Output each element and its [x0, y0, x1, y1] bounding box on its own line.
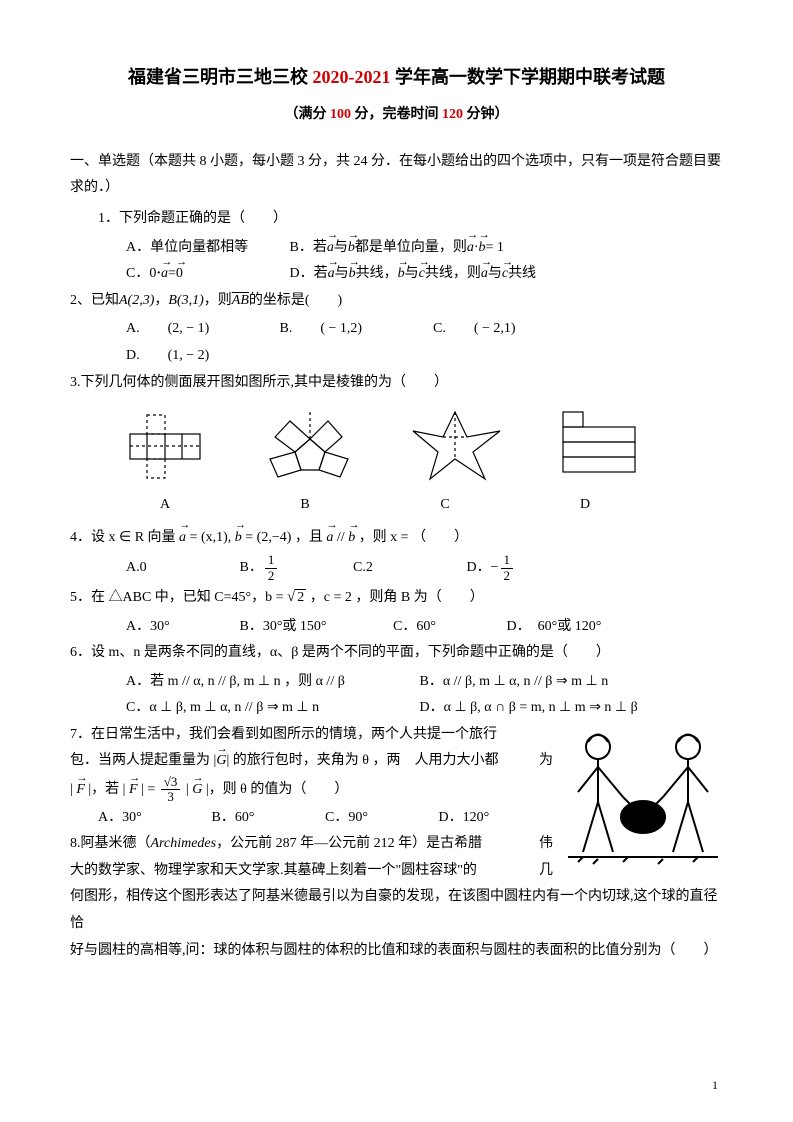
q6-A: A．若 m // α, n // β, m ⊥ n ，则 α // β — [126, 669, 416, 696]
q2-C: C. ( − 2,1) — [433, 316, 583, 343]
q7-D: D．120° — [439, 805, 549, 832]
q5-C: C．60° — [393, 614, 503, 641]
q3-A-label: A — [120, 492, 210, 519]
q4-D: D．−12 — [467, 553, 577, 583]
section-header: 一、单选题（本题共 8 小题，每小题 3 分，共 24 分．在每小题给出的四个选… — [70, 149, 723, 202]
page-title: 福建省三明市三地三校 2020-2021 学年高一数学下学期期中联考试题 — [70, 60, 723, 94]
q7-B: B．60° — [212, 805, 322, 832]
sub-p3: 分钟） — [463, 107, 509, 122]
sub-p1: （满分 — [285, 107, 331, 122]
q5-B: B．30°或 150° — [240, 614, 390, 641]
q1-D: D．若 a 与 b 共线，b 与 c 共线，则 a 与 c 共线 — [290, 261, 537, 288]
q3-B-label: B — [260, 492, 350, 519]
q8-l4: 好与圆柱的高相等,问：球的体积与圆柱的体积的比值和球的表面积与圆柱的表面积的比值… — [70, 938, 723, 965]
q6-stem: 6．设 m、n 是两条不同的直线，α、β 是两个不同的平面，下列命题中正确的是（… — [70, 640, 723, 667]
q3-shapes — [120, 406, 723, 486]
q1-stem: 1．下列命题正确的是（ ） — [98, 206, 723, 233]
vec-F-icon: F — [76, 777, 85, 804]
vec-G-icon: G — [216, 748, 226, 775]
q7-C: C．90° — [325, 805, 435, 832]
q4-stem: 4．设 x ∈ R 向量 a = (x,1), b = (2,−4) ，且 a … — [70, 525, 723, 552]
q4-C: C.2 — [353, 555, 463, 582]
title-red1: 2020-2021 — [313, 67, 391, 87]
q4-opts: A.0 B．12 C.2 D．−12 — [126, 553, 723, 583]
title-p2: 学年高一数学下学期期中联考试题 — [391, 67, 666, 87]
q6-D: D．α ⊥ β, α ∩ β = m, n ⊥ m ⇒ n ⊥ β — [420, 695, 638, 722]
q2-D: D. (1, − 2) — [126, 343, 276, 370]
q3-labels: A B C D — [120, 492, 723, 519]
q2-stem: 2、已知A(2,3)，B(3,1)，则AB的坐标是( ) — [70, 288, 723, 315]
title-p1: 福建省三明市三地三校 — [128, 67, 313, 87]
q2-A: A. (2, − 1) — [126, 316, 276, 343]
vec-AB-icon: AB — [232, 293, 249, 308]
q6-row2: C．α ⊥ β, m ⊥ α, n // β ⇒ m ⊥ n D．α ⊥ β, … — [126, 695, 723, 722]
q7-block: 7．在日常生活中，我们会看到如图所示的情境，两个人共提一个旅行 包．当两人提起重… — [70, 722, 723, 885]
q1-C: C．0·a = 0 — [126, 261, 286, 288]
q6-row1: A．若 m // α, n // β, m ⊥ n ，则 α // β B．α … — [126, 669, 723, 696]
sub-red1: 100 — [330, 107, 351, 122]
q2-opts: A. (2, − 1) B. ( − 1,2) C. ( − 2,1) D. (… — [126, 316, 723, 369]
q4-B: B．12 — [240, 553, 350, 583]
q1-A: A．单位向量都相等 — [126, 235, 286, 262]
q3-C-label: C — [400, 492, 490, 519]
vec-zero-icon: 0 — [176, 261, 183, 288]
q3-stem: 3.下列几何体的侧面展开图如图所示,其中是棱锥的为（ ） — [70, 370, 723, 397]
q5-stem: 5．在 △ABC 中，已知 C=45°，b = √2 ，c = 2 ，则角 B … — [70, 583, 723, 612]
sub-p2: 分，完卷时间 — [351, 107, 442, 122]
q6-B: B．α // β, m ⊥ α, n // β ⇒ m ⊥ n — [420, 669, 609, 696]
q4-A: A.0 — [126, 555, 236, 582]
subtitle: （满分 100 分，完卷时间 120 分钟） — [70, 102, 723, 129]
two-people-illustration-icon — [563, 722, 723, 872]
shape-c-icon — [405, 407, 505, 485]
q3-D-label: D — [540, 492, 630, 519]
q2-B: B. ( − 1,2) — [280, 316, 430, 343]
shape-a-icon — [120, 409, 210, 484]
q5-D: D． 60°或 120° — [507, 614, 657, 641]
shape-d-icon — [555, 407, 640, 485]
sub-red2: 120 — [442, 107, 463, 122]
q8-l3: 何图形，相传这个图形表达了阿基米德最引以为自豪的发现，在该图中圆柱内有一个内切球… — [70, 884, 723, 937]
q5-opts: A．30° B．30°或 150° C．60° D． 60°或 120° — [126, 614, 723, 641]
q5-A: A．30° — [126, 614, 236, 641]
q7-A: A．30° — [98, 805, 208, 832]
page-number: 1 — [712, 1074, 718, 1097]
q6-C: C．α ⊥ β, m ⊥ α, n // β ⇒ m ⊥ n — [126, 695, 416, 722]
q1-opts-row2: C．0·a = 0 D．若 a 与 b 共线，b 与 c 共线，则 a 与 c … — [126, 261, 723, 288]
shape-b-icon — [260, 407, 355, 485]
